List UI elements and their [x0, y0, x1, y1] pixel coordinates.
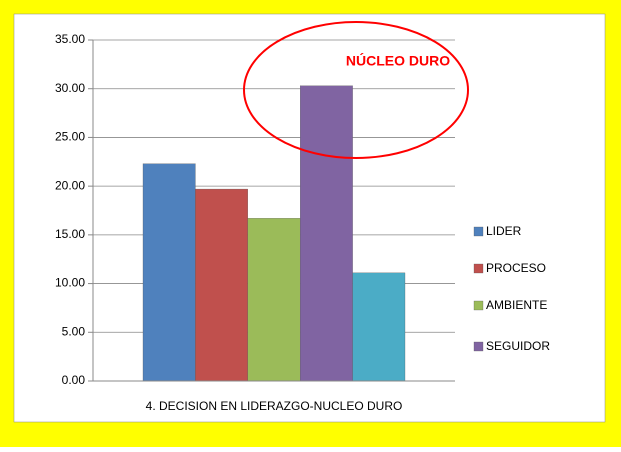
legend-swatch: [473, 226, 484, 237]
legend-swatch: [473, 300, 484, 311]
bar: [300, 85, 353, 382]
legend-swatch: [473, 341, 484, 352]
y-tick-label: 0.00: [62, 373, 86, 387]
bar: [195, 188, 248, 382]
y-tick-label: 25.00: [55, 130, 85, 144]
bar: [352, 272, 406, 382]
bar: [142, 163, 196, 382]
legend-swatch: [473, 263, 484, 274]
legend-label: LIDER: [486, 224, 522, 238]
x-tick-label: 4. DECISION EN LIDERAZGO-NUCLEO DURO: [146, 399, 403, 413]
annotation-ellipse: [243, 21, 469, 159]
y-tick-label: 5.00: [62, 324, 86, 338]
y-tick-label: 15.00: [55, 227, 85, 241]
legend-label: PROCESO: [486, 261, 546, 275]
annotation: NÚCLEO DURO: [346, 52, 450, 69]
bar: [247, 218, 301, 382]
legend-label: SEGUIDOR: [486, 339, 550, 353]
legend-label: AMBIENTE: [486, 298, 547, 312]
y-tick-label: 30.00: [55, 81, 85, 95]
y-tick-label: 10.00: [55, 276, 85, 290]
y-tick-label: 35.00: [55, 32, 85, 46]
y-tick-label: 20.00: [55, 178, 85, 192]
